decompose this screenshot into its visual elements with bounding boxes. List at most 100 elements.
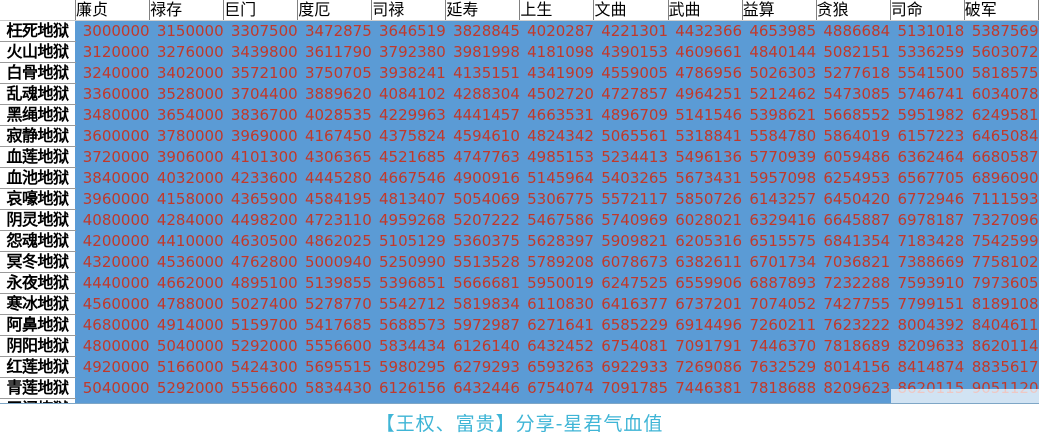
data-cell[interactable]: 7327096 [964,209,1039,231]
data-cell[interactable]: 7758102 [964,251,1039,273]
data-cell[interactable]: 6249581 [964,104,1039,126]
data-cell[interactable]: 4786956 [668,62,743,84]
data-cell[interactable]: 5139855 [297,272,372,294]
data-cell[interactable]: 6450420 [816,188,891,210]
data-cell[interactable]: 3000000 [75,20,150,42]
data-cell[interactable]: 4895100 [223,272,298,294]
row-header[interactable]: 哀嚎地狱 [0,188,76,210]
data-cell[interactable]: 3120000 [75,41,150,63]
data-cell[interactable]: 5542712 [371,293,446,315]
data-cell[interactable]: 5673431 [668,167,743,189]
data-cell[interactable]: 5027400 [223,293,298,315]
data-cell[interactable]: 5834434 [371,335,446,357]
data-cell[interactable]: 4762800 [223,251,298,273]
data-cell[interactable]: 4747763 [445,146,520,168]
data-cell[interactable]: 6754081 [593,335,668,357]
data-cell[interactable]: 3836700 [223,104,298,126]
data-cell[interactable]: 4084102 [371,83,446,105]
data-cell[interactable]: 5105129 [371,230,446,252]
data-cell[interactable]: 6271641 [519,314,594,336]
data-cell[interactable]: 7818689 [816,335,891,357]
data-cell[interactable]: 4032000 [149,167,224,189]
data-cell[interactable]: 4663531 [519,104,594,126]
data-cell[interactable]: 3792380 [371,41,446,63]
data-cell[interactable]: 6841354 [816,230,891,252]
data-cell[interactable]: 4680000 [75,314,150,336]
data-cell[interactable]: 4594610 [445,125,520,147]
data-cell[interactable]: 6922933 [593,356,668,378]
column-header[interactable]: 司命 [890,0,965,21]
data-cell[interactable]: 6110830 [519,293,594,315]
data-cell[interactable]: 5789208 [519,251,594,273]
row-header[interactable]: 火山地狱 [0,41,76,63]
data-cell[interactable]: 5145964 [519,167,594,189]
data-cell[interactable]: 8835617 [964,356,1039,378]
data-cell[interactable]: 4723110 [297,209,372,231]
data-cell[interactable]: 4432366 [668,20,743,42]
row-header[interactable]: 永夜地狱 [0,272,76,294]
data-cell[interactable]: 5496136 [668,146,743,168]
data-cell[interactable]: 4653985 [742,20,817,42]
column-header[interactable]: 延寿 [445,0,521,21]
data-cell[interactable]: 6701734 [742,251,817,273]
row-header[interactable]: 黑绳地狱 [0,104,76,126]
data-cell[interactable]: 5396851 [371,272,446,294]
data-cell[interactable]: 6680587 [964,146,1039,168]
data-cell[interactable]: 6887893 [742,272,817,294]
data-cell[interactable]: 4181098 [519,41,594,63]
data-cell[interactable]: 4964251 [668,83,743,105]
data-cell[interactable]: 5424300 [223,356,298,378]
data-cell[interactable]: 4900916 [445,167,520,189]
data-cell[interactable]: 4167450 [297,125,372,147]
data-cell[interactable]: 3828845 [445,20,520,42]
row-header[interactable]: 白骨地狱 [0,62,76,84]
data-cell[interactable]: 3750705 [297,62,372,84]
data-cell[interactable]: 5212462 [742,83,817,105]
data-cell[interactable]: 4233600 [223,167,298,189]
data-cell[interactable]: 4229963 [371,104,446,126]
data-cell[interactable]: 5513528 [445,251,520,273]
data-cell[interactable]: 5666681 [445,272,520,294]
data-cell[interactable]: 5467586 [519,209,594,231]
data-cell[interactable]: 6329416 [742,209,817,231]
row-header[interactable]: 红莲地狱 [0,356,76,378]
data-cell[interactable]: 7260211 [742,314,817,336]
data-cell[interactable]: 4020287 [519,20,594,42]
data-cell[interactable]: 7074052 [742,293,817,315]
data-cell[interactable]: 8004392 [890,314,965,336]
data-cell[interactable]: 5318841 [668,125,743,147]
data-cell[interactable]: 5278770 [297,293,372,315]
row-header[interactable]: 青莲地狱 [0,377,76,399]
data-cell[interactable]: 7232288 [816,272,891,294]
data-cell[interactable]: 4135151 [445,62,520,84]
data-cell[interactable]: 7427755 [816,293,891,315]
data-cell[interactable]: 5026303 [742,62,817,84]
data-cell[interactable]: 4288304 [445,83,520,105]
data-cell[interactable]: 4390153 [593,41,668,63]
data-cell[interactable]: 5746741 [890,83,965,105]
data-cell[interactable]: 8414874 [890,356,965,378]
data-cell[interactable]: 4886684 [816,20,891,42]
row-header[interactable]: 寒冰地狱 [0,293,76,315]
data-cell[interactable]: 3906000 [149,146,224,168]
data-cell[interactable]: 6978187 [890,209,965,231]
data-cell[interactable]: 4630500 [223,230,298,252]
data-cell[interactable]: 7593910 [890,272,965,294]
data-cell[interactable]: 4920000 [75,356,150,378]
row-header[interactable]: 乱魂地狱 [0,83,76,105]
row-header[interactable]: 阴阳地狱 [0,335,76,357]
data-cell[interactable]: 4985153 [519,146,594,168]
row-header[interactable]: 冥冬地狱 [0,251,76,273]
data-cell[interactable]: 8620115 [890,377,965,399]
data-cell[interactable]: 7036821 [816,251,891,273]
data-cell[interactable]: 4800000 [75,335,150,357]
data-cell[interactable]: 8189108 [964,293,1039,315]
column-header[interactable]: 廉贞 [75,0,151,21]
data-cell[interactable]: 4862025 [297,230,372,252]
data-cell[interactable]: 5957098 [742,167,817,189]
data-cell[interactable]: 5688573 [371,314,446,336]
data-cell[interactable]: 6028021 [668,209,743,231]
data-cell[interactable]: 5980295 [371,356,446,378]
data-cell[interactable]: 4341909 [519,62,594,84]
data-cell[interactable]: 6078673 [593,251,668,273]
